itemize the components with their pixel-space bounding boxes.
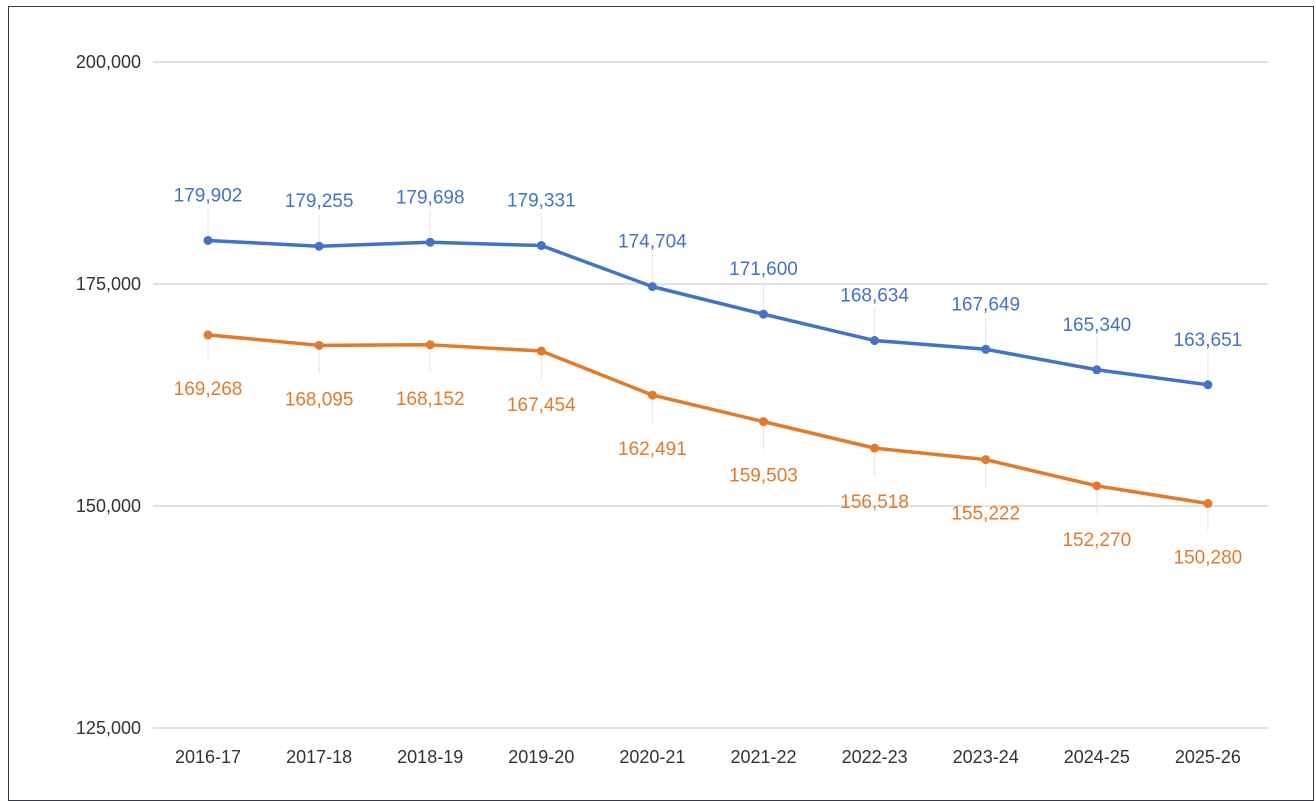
y-tick-label: 175,000 [76,274,141,294]
data-point [870,443,880,453]
x-tick-label: 2020-21 [619,747,685,767]
x-tick-label: 2018-19 [397,747,463,767]
data-point [314,241,324,251]
data-point [1203,499,1213,509]
data-label: 155,222 [951,504,1020,525]
data-point [425,237,435,247]
data-label: 168,634 [840,286,909,307]
data-point [203,330,213,340]
x-tick-label: 2021-22 [730,747,796,767]
data-point [981,344,991,354]
data-point [425,340,435,350]
data-point [1092,365,1102,375]
x-tick-label: 2024-25 [1064,747,1130,767]
data-point [870,336,880,346]
data-label: 163,651 [1174,330,1243,351]
data-label: 152,270 [1062,530,1131,551]
data-label: 168,152 [396,389,465,410]
x-tick-label: 2017-18 [286,747,352,767]
x-tick-label: 2023-24 [953,747,1019,767]
x-tick-label: 2016-17 [175,747,241,767]
data-label: 168,095 [285,389,354,410]
data-label: 167,454 [507,395,576,416]
data-label: 179,698 [396,187,465,208]
data-point [1203,380,1213,390]
data-point [1092,481,1102,491]
data-label: 156,518 [840,492,909,513]
data-label: 162,491 [618,439,687,460]
chart-frame [8,6,1314,801]
data-label: 179,331 [507,191,576,212]
data-point [647,390,657,400]
data-point [314,340,324,350]
data-point [203,235,213,245]
x-tick-label: 2019-20 [508,747,574,767]
data-point [981,455,991,465]
data-point [536,346,546,356]
data-point [759,417,768,427]
data-label: 179,255 [285,191,354,212]
data-label: 174,704 [618,232,687,253]
x-tick-label: 2022-23 [842,747,908,767]
data-label: 150,280 [1174,548,1243,569]
data-label: 169,268 [174,379,243,400]
data-label: 165,340 [1062,315,1131,336]
series-line-1 [206,238,1210,387]
y-tick-label: 150,000 [76,496,141,516]
data-point [536,241,546,251]
y-tick-label: 200,000 [76,52,141,72]
data-label: 179,902 [174,185,243,206]
x-tick-label: 2025-26 [1175,747,1241,767]
series-line-2 [206,333,1210,506]
y-tick-label: 125,000 [76,718,141,738]
data-label: 167,649 [951,294,1020,315]
data-point [759,309,768,319]
data-point [647,282,657,292]
data-label: 159,503 [729,466,798,487]
data-label: 171,600 [729,259,798,280]
